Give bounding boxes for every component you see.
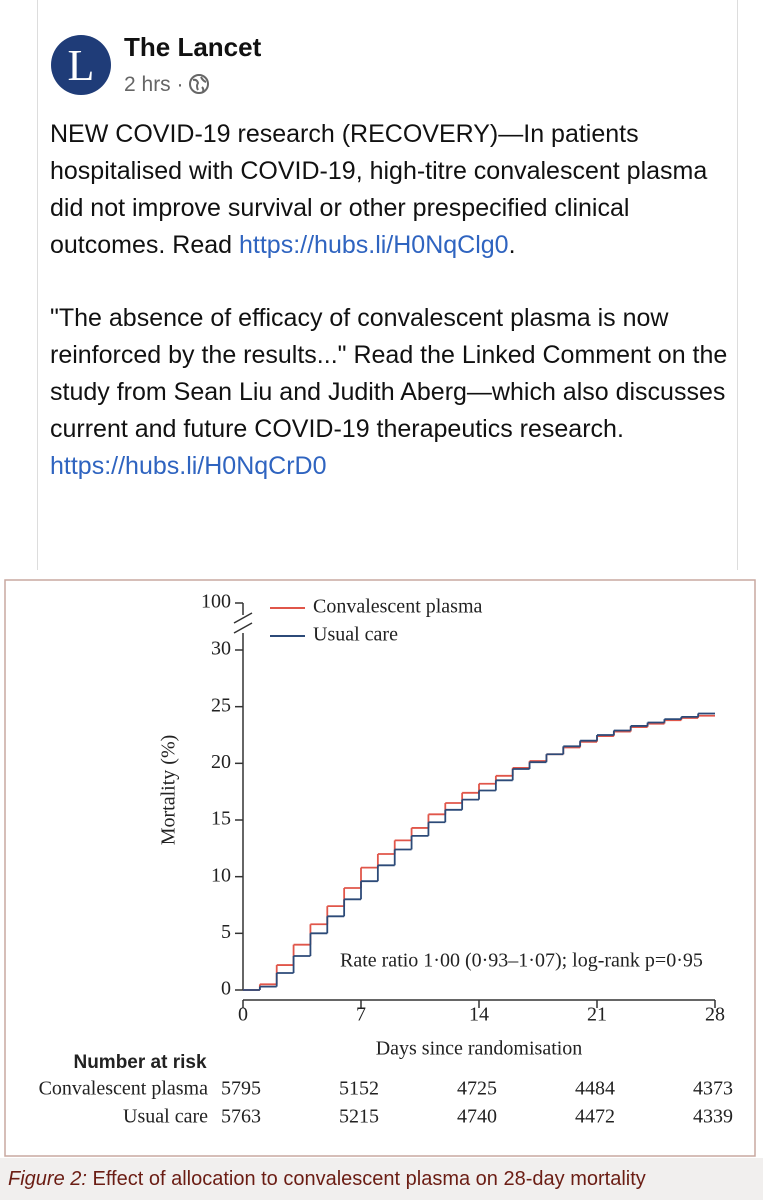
legend-label: Convalescent plasma <box>313 596 483 618</box>
post-meta: 2 hrs · <box>124 73 210 97</box>
risk-row-name: Convalescent plasma <box>39 1078 209 1100</box>
avatar[interactable]: L <box>51 35 111 95</box>
x-tick-label: 7 <box>356 1004 366 1026</box>
y-tick-label: 25 <box>211 694 231 716</box>
risk-value: 5152 <box>339 1078 379 1100</box>
paragraph: "The absence of efficacy of convalescent… <box>50 300 730 485</box>
x-tick-label: 14 <box>469 1004 489 1026</box>
y-tick-label: 30 <box>211 638 231 660</box>
risk-row-name: Usual care <box>123 1106 208 1128</box>
risk-table-title: Number at risk <box>73 1052 206 1073</box>
y-tick-label: 10 <box>211 864 231 886</box>
caption-band <box>0 1158 763 1200</box>
post-time[interactable]: 2 hrs <box>124 73 171 96</box>
x-tick-label: 28 <box>705 1004 725 1026</box>
risk-value: 5795 <box>221 1078 261 1100</box>
globe-icon <box>188 74 209 94</box>
chart: Figure 2: Effect of allocation to conval… <box>0 579 763 1200</box>
paragraph: NEW COVID-19 research (RECOVERY)—In pati… <box>50 116 730 264</box>
risk-value: 5215 <box>339 1106 379 1128</box>
y-axis-label: Mortality (%) <box>158 735 180 846</box>
risk-value: 4740 <box>457 1106 497 1128</box>
risk-value: 4373 <box>693 1078 733 1100</box>
text: "The absence of efficacy of convalescent… <box>50 304 728 443</box>
x-axis-label: Days since randomisation <box>376 1038 583 1060</box>
y-tick-label: 15 <box>211 808 231 830</box>
separator: · <box>176 73 184 96</box>
x-tick-label: 21 <box>587 1004 607 1026</box>
y-tick-label: 100 <box>201 591 231 613</box>
caption-label: Figure 2: <box>8 1168 87 1190</box>
x-tick-label: 0 <box>238 1004 248 1026</box>
chart-frame <box>4 579 756 1157</box>
y-tick-label: 5 <box>221 921 231 943</box>
author-name[interactable]: The Lancet <box>124 32 262 62</box>
caption-text: Effect of allocation to convalescent pla… <box>93 1168 646 1190</box>
y-tick-label: 20 <box>211 751 231 773</box>
text: . <box>508 231 516 259</box>
risk-value: 4472 <box>575 1106 615 1128</box>
y-tick-label: 0 <box>221 978 231 1000</box>
link[interactable]: https://hubs.li/H0NqCrD0 <box>50 452 327 480</box>
post-card: L The Lancet 2 hrs · NEW COVID-19 resear… <box>37 0 738 570</box>
risk-value: 4339 <box>693 1106 733 1128</box>
link[interactable]: https://hubs.li/H0NqClg0 <box>239 231 509 259</box>
axis-break <box>233 622 253 634</box>
axis-break <box>233 612 253 624</box>
annotation: Rate ratio 1·00 (0·93–1·07); log-rank p=… <box>340 950 703 972</box>
risk-value: 4484 <box>575 1078 615 1100</box>
post-text: NEW COVID-19 research (RECOVERY)—In pati… <box>50 116 730 521</box>
legend-label: Usual care <box>313 624 398 646</box>
risk-value: 4725 <box>457 1078 497 1100</box>
caption: Figure 2: Effect of allocation to conval… <box>8 1168 646 1190</box>
text: NEW COVID-19 research (RECOVERY)—In pati… <box>50 120 708 259</box>
risk-value: 5763 <box>221 1106 261 1128</box>
